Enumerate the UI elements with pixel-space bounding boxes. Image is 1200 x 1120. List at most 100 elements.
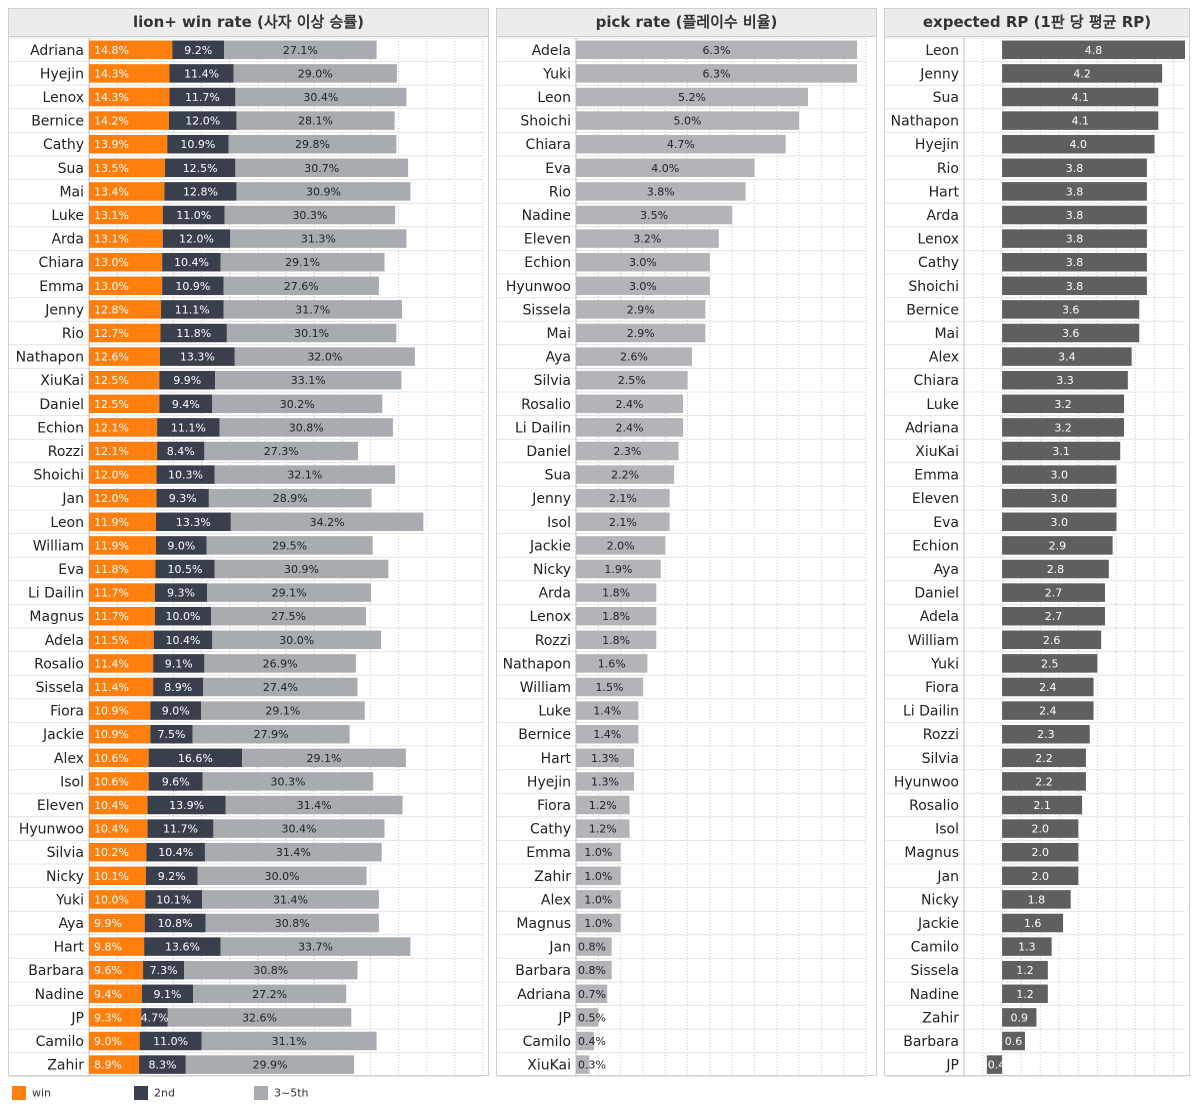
data-label-pick-rozzi: 1.8% <box>602 634 630 647</box>
category-label-alex: Alex <box>54 751 84 767</box>
bar-pick-sua <box>576 465 675 484</box>
category-label-hyejin: Hyejin <box>915 137 959 153</box>
data-label-pick-yuki: 6.3% <box>703 67 731 80</box>
bar-3-5th-sua <box>235 158 409 178</box>
data-label-pick-sua: 2.2% <box>611 469 639 482</box>
bar-rp-lenox <box>1002 229 1147 248</box>
bar-3-5th-jan <box>208 488 372 508</box>
category-label-daniel: Daniel <box>526 444 571 460</box>
bar-win-hart <box>89 937 145 956</box>
category-label-xiukai: XiuKai <box>915 444 959 460</box>
bar-2nd-william <box>155 536 207 555</box>
bar-2nd-rio <box>160 323 227 343</box>
expected-rp-title: expected RP (1판 당 평균 RP) <box>885 9 1189 37</box>
bar-3-5th-magnus <box>211 606 366 626</box>
data-label-2nd-leon: 13.3% <box>176 516 211 529</box>
data-label-2nd-fiora: 9.0% <box>162 705 190 718</box>
category-label-rozzi: Rozzi <box>923 727 959 743</box>
category-label-fiora: Fiora <box>50 704 84 720</box>
bar-2nd-nadine <box>141 984 194 1004</box>
category-label-shoichi: Shoichi <box>33 468 84 484</box>
category-label-eleven: Eleven <box>37 798 84 814</box>
data-label-3-5th-nadine: 27.2% <box>252 988 287 1001</box>
data-label-3-5th-xiukai: 33.1% <box>291 374 326 387</box>
bar-3-5th-nadine <box>193 984 347 1004</box>
data-label-win-xiukai: 12.5% <box>94 374 129 387</box>
category-label-hyunwoo: Hyunwoo <box>19 822 84 838</box>
data-label-rp-hyunwoo: 2.2 <box>1035 775 1053 788</box>
category-label-rio: Rio <box>937 161 959 177</box>
data-label-rp-li-dailin: 2.4 <box>1039 705 1057 718</box>
bar-3-5th-rozzi <box>204 441 359 461</box>
category-label-nathapon: Nathapon <box>503 656 571 672</box>
data-label-pick-william: 1.5% <box>595 681 623 694</box>
bar-2nd-camilo <box>139 1031 202 1051</box>
category-label-echion: Echion <box>37 420 84 436</box>
win-rate-panel: lion+ win rate (사자 이상 승률) Adriana Hyejin L… <box>8 8 489 1077</box>
legend-item-3-5th: 3~5th <box>254 1086 309 1100</box>
data-label-2nd-shoichi: 10.3% <box>168 469 203 482</box>
data-label-rp-sua: 4.1 <box>1071 91 1089 104</box>
data-label-rp-hart: 3.8 <box>1066 185 1084 198</box>
bar-3-5th-sissela <box>203 677 358 697</box>
category-label-silvia: Silvia <box>922 751 959 767</box>
category-label-adriana: Adriana <box>517 987 571 1003</box>
data-label-rp-shoichi: 3.8 <box>1066 280 1084 293</box>
category-label-barbara: Barbara <box>515 963 571 979</box>
data-label-rp-silvia: 2.2 <box>1035 752 1053 765</box>
data-label-pick-nathapon: 1.6% <box>598 657 626 670</box>
legend-swatch-3-5th <box>254 1086 268 1100</box>
legend-item-2nd: 2nd <box>134 1086 175 1100</box>
bar-rp-rozzi <box>1002 724 1090 744</box>
bar-rp-magnus <box>1002 842 1079 862</box>
category-label-jan: Jan <box>548 940 571 956</box>
bar-win-cathy <box>89 134 168 154</box>
bar-rp-barbara <box>1002 1031 1025 1051</box>
data-label-3-5th-nathapon: 32.0% <box>307 351 342 364</box>
data-label-3-5th-rosalio: 26.9% <box>263 657 298 670</box>
data-label-2nd-zahir: 8.3% <box>148 1059 176 1072</box>
category-label-isol: Isol <box>935 822 959 838</box>
category-label-eleven: Eleven <box>524 232 571 248</box>
data-label-2nd-luke: 11.0% <box>176 209 211 222</box>
data-label-3-5th-hyejin: 29.0% <box>298 67 333 80</box>
bar-pick-echion <box>576 252 710 272</box>
data-label-2nd-nicky: 9.2% <box>158 870 186 883</box>
data-label-rp-jenny: 4.2 <box>1073 67 1091 80</box>
category-label-lenox: Lenox <box>918 232 959 248</box>
pick-rate-title: pick rate (플레이수 비율) <box>497 9 876 37</box>
bar-2nd-emma <box>162 276 224 296</box>
data-label-2nd-rosalio: 9.1% <box>165 657 193 670</box>
bar-pick-zahir <box>576 866 621 886</box>
bar-rp-echion <box>1002 536 1113 555</box>
bar-win-eleven <box>89 795 148 815</box>
data-label-win-lenox: 14.3% <box>94 91 129 104</box>
bar-win-adela <box>89 630 154 650</box>
bar-win-adriana <box>89 40 173 60</box>
data-label-3-5th-sua: 30.7% <box>304 162 339 175</box>
data-label-2nd-sissela: 8.9% <box>164 681 192 694</box>
category-label-magnus: Magnus <box>516 916 571 932</box>
bar-2nd-bernice <box>168 111 237 130</box>
category-label-jp: JP <box>945 1058 959 1074</box>
data-label-win-li-dailin: 11.7% <box>94 587 129 600</box>
category-label-chiara: Chiara <box>914 373 959 389</box>
data-label-3-5th-eva: 30.9% <box>284 563 319 576</box>
category-label-nadine: Nadine <box>35 987 84 1003</box>
data-label-rp-eva: 3.0 <box>1051 516 1069 529</box>
data-label-pick-rosalio: 2.4% <box>616 398 644 411</box>
data-label-rp-emma: 3.0 <box>1051 469 1069 482</box>
bar-win-isol <box>89 772 149 791</box>
category-label-hyejin: Hyejin <box>40 66 84 82</box>
legend-swatch-2nd <box>134 1086 148 1100</box>
bar-3-5th-nathapon <box>234 347 415 366</box>
category-label-aya: Aya <box>59 916 85 932</box>
bar-2nd-rosalio <box>153 654 205 673</box>
bar-3-5th-eleven <box>225 795 403 815</box>
data-label-win-yuki: 10.0% <box>94 893 129 906</box>
category-label-yuki: Yuki <box>542 66 571 82</box>
bar-2nd-sua <box>164 158 236 178</box>
category-label-sissela: Sissela <box>523 302 571 318</box>
bar-2nd-arda <box>162 229 231 248</box>
bar-rp-william <box>1002 630 1102 650</box>
